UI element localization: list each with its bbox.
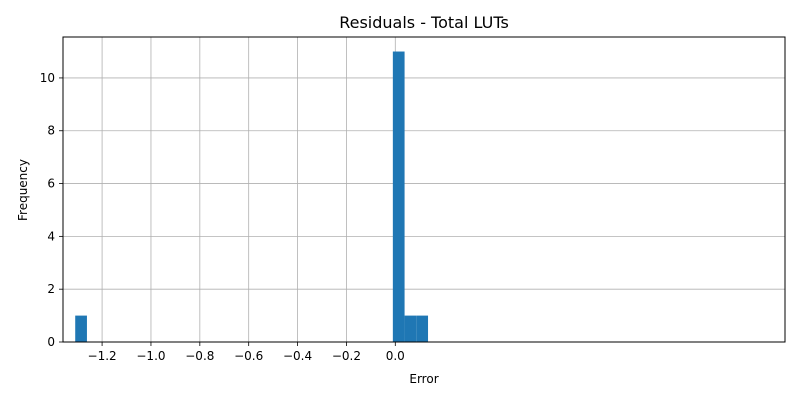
chart-title: Residuals - Total LUTs bbox=[339, 13, 509, 32]
x-axis-label: Error bbox=[409, 372, 438, 386]
histogram-bar-3 bbox=[416, 315, 429, 342]
plot-frame bbox=[62, 36, 786, 343]
histogram-bar-0 bbox=[75, 315, 87, 342]
x-tick-label: −0.4 bbox=[283, 349, 312, 363]
histogram-bar-1 bbox=[392, 51, 405, 343]
histogram-bar-2 bbox=[404, 315, 417, 342]
x-tick-label: 0.0 bbox=[386, 349, 405, 363]
x-axis: −1.2 −1.0 −0.8 −0.6 −0.4 −0.2 0.0 bbox=[88, 342, 405, 363]
x-tick-label: −0.2 bbox=[332, 349, 361, 363]
y-tick-label: 6 bbox=[47, 177, 55, 191]
x-tick-label: −0.8 bbox=[185, 349, 214, 363]
y-axis-label: Frequency bbox=[16, 159, 30, 221]
histogram-bars bbox=[75, 51, 429, 343]
y-tick-label: 10 bbox=[40, 71, 55, 85]
x-tick-label: −0.6 bbox=[234, 349, 263, 363]
y-tick-label: 0 bbox=[47, 335, 55, 349]
y-tick-label: 4 bbox=[47, 229, 55, 243]
y-tick-label: 8 bbox=[47, 124, 55, 138]
y-tick-label: 2 bbox=[47, 282, 55, 296]
x-tick-label: −1.2 bbox=[88, 349, 117, 363]
y-axis: 0 2 4 6 8 10 bbox=[40, 71, 63, 349]
x-tick-label: −1.0 bbox=[136, 349, 165, 363]
